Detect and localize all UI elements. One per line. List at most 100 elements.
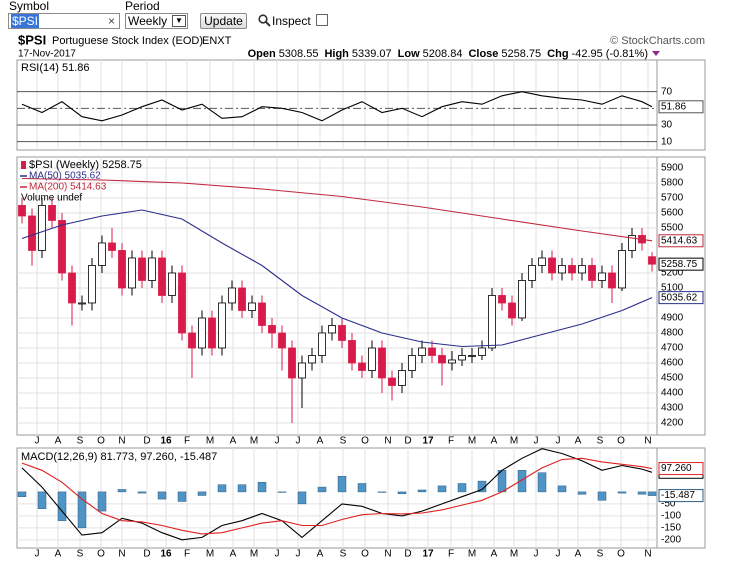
x-tick-label: J (534, 549, 539, 560)
series-line (21, 448, 653, 541)
x-tick-label: A (55, 549, 62, 560)
quote: Open 5308.55 High 5339.07 Low 5208.84 Close 525… (248, 48, 648, 60)
legend-entry: Volume undef (21, 193, 82, 204)
x-tick-label: J (275, 436, 280, 447)
symbol-value: $PSI (11, 14, 40, 28)
y-tick-label: -50 (661, 499, 676, 510)
y-tick-label: 10 (661, 136, 673, 147)
series-line (21, 209, 653, 348)
candle-body (178, 272, 186, 334)
x-tick-label: F (184, 436, 190, 447)
candle-body (448, 359, 456, 364)
candle-body (348, 340, 356, 364)
histogram-bar (597, 491, 607, 501)
x-tick-label: M (510, 549, 518, 560)
candle-body (538, 257, 546, 266)
candle-body (618, 250, 626, 289)
candle-body (218, 302, 226, 349)
candle-body (338, 325, 346, 341)
histogram-bar (557, 485, 567, 493)
quote-value: 5258.75 (501, 48, 541, 60)
candle-body (38, 205, 46, 251)
down-arrow (652, 51, 660, 56)
candle-body (368, 347, 376, 371)
histogram-bar (577, 491, 587, 495)
histogram-bar (357, 483, 367, 493)
y-tick-label: 5100 (661, 283, 684, 294)
histogram-bar (297, 491, 307, 505)
candle-body (298, 362, 306, 379)
x-tick-label: M (250, 549, 258, 560)
x-tick-label: A (55, 436, 62, 447)
legend-entry: MA(200) 5414.63 (29, 182, 107, 193)
candle-body (398, 370, 406, 386)
histogram-bar (97, 491, 107, 512)
candle-body (88, 265, 96, 304)
candle-body (78, 302, 86, 305)
candle-body (428, 347, 436, 356)
candle-body (258, 302, 266, 326)
histogram-bar (217, 484, 227, 493)
x-tick-label: J (35, 549, 40, 560)
inspect-checkbox[interactable] (316, 14, 328, 26)
quote-value: 5339.07 (352, 48, 392, 60)
period-select[interactable]: Weekly ▼ (125, 13, 188, 29)
y-tick-label: 30 (661, 120, 673, 131)
x-tick-label: M (510, 436, 518, 447)
x-tick-label: D (143, 436, 150, 447)
candle-body (118, 250, 126, 289)
y-tick-label: 5600 (661, 208, 684, 219)
x-tick-label: J (35, 436, 40, 447)
candle-body (18, 205, 26, 217)
x-tick-label: 16 (160, 549, 172, 560)
histogram-bar (277, 491, 287, 493)
symbol-input[interactable]: $PSI × (8, 13, 120, 29)
candle-body (358, 362, 366, 371)
end-label: -15.487 (661, 490, 695, 501)
histogram-bar (517, 470, 527, 493)
legend-swatch (21, 161, 26, 169)
quote-value: 5308.55 (279, 48, 319, 60)
candle-body (508, 302, 516, 319)
histogram-bar (647, 491, 657, 496)
candle-body (478, 347, 486, 356)
copyright: © StockCharts.com (610, 35, 705, 47)
x-tick-label: J (296, 549, 301, 560)
x-tick-label: A (317, 436, 324, 447)
x-tick-label: J (275, 549, 280, 560)
histogram-bar (57, 491, 67, 521)
x-tick-label: N (384, 436, 391, 447)
histogram-bar (337, 476, 347, 493)
y-tick-label: 4400 (661, 388, 684, 399)
y-tick-label: 4700 (661, 343, 684, 354)
histogram-bar (537, 472, 547, 493)
period-value: Weekly (128, 14, 168, 28)
candle-body (148, 257, 156, 281)
candle-body (648, 256, 656, 265)
end-label-box (658, 489, 704, 503)
clear-button[interactable]: × (107, 14, 115, 28)
header-date: 17-Nov-2017 (18, 49, 76, 60)
end-label-box (658, 462, 704, 476)
candle-body (468, 355, 476, 357)
histogram-bar (177, 491, 187, 502)
candle-body (308, 355, 316, 364)
x-tick-label: N (644, 436, 651, 447)
y-tick-label: 5800 (661, 178, 684, 189)
histogram-bar (437, 485, 447, 493)
update-button[interactable]: Update (200, 13, 247, 29)
histogram-bar (257, 482, 267, 493)
quote-label: Chg (547, 48, 568, 60)
end-label: 51.86 (661, 101, 686, 112)
candle-body (248, 302, 256, 311)
end-label-box (658, 100, 704, 114)
histogram-bar (237, 484, 247, 493)
x-tick-label: O (361, 436, 369, 447)
x-tick-label: F (184, 549, 190, 560)
x-tick-label: M (206, 549, 214, 560)
quote-label: Close (468, 48, 498, 60)
x-tick-label: J (556, 436, 561, 447)
x-tick-label: O (97, 436, 105, 447)
x-tick-label: A (317, 549, 324, 560)
candle-body (278, 332, 286, 349)
